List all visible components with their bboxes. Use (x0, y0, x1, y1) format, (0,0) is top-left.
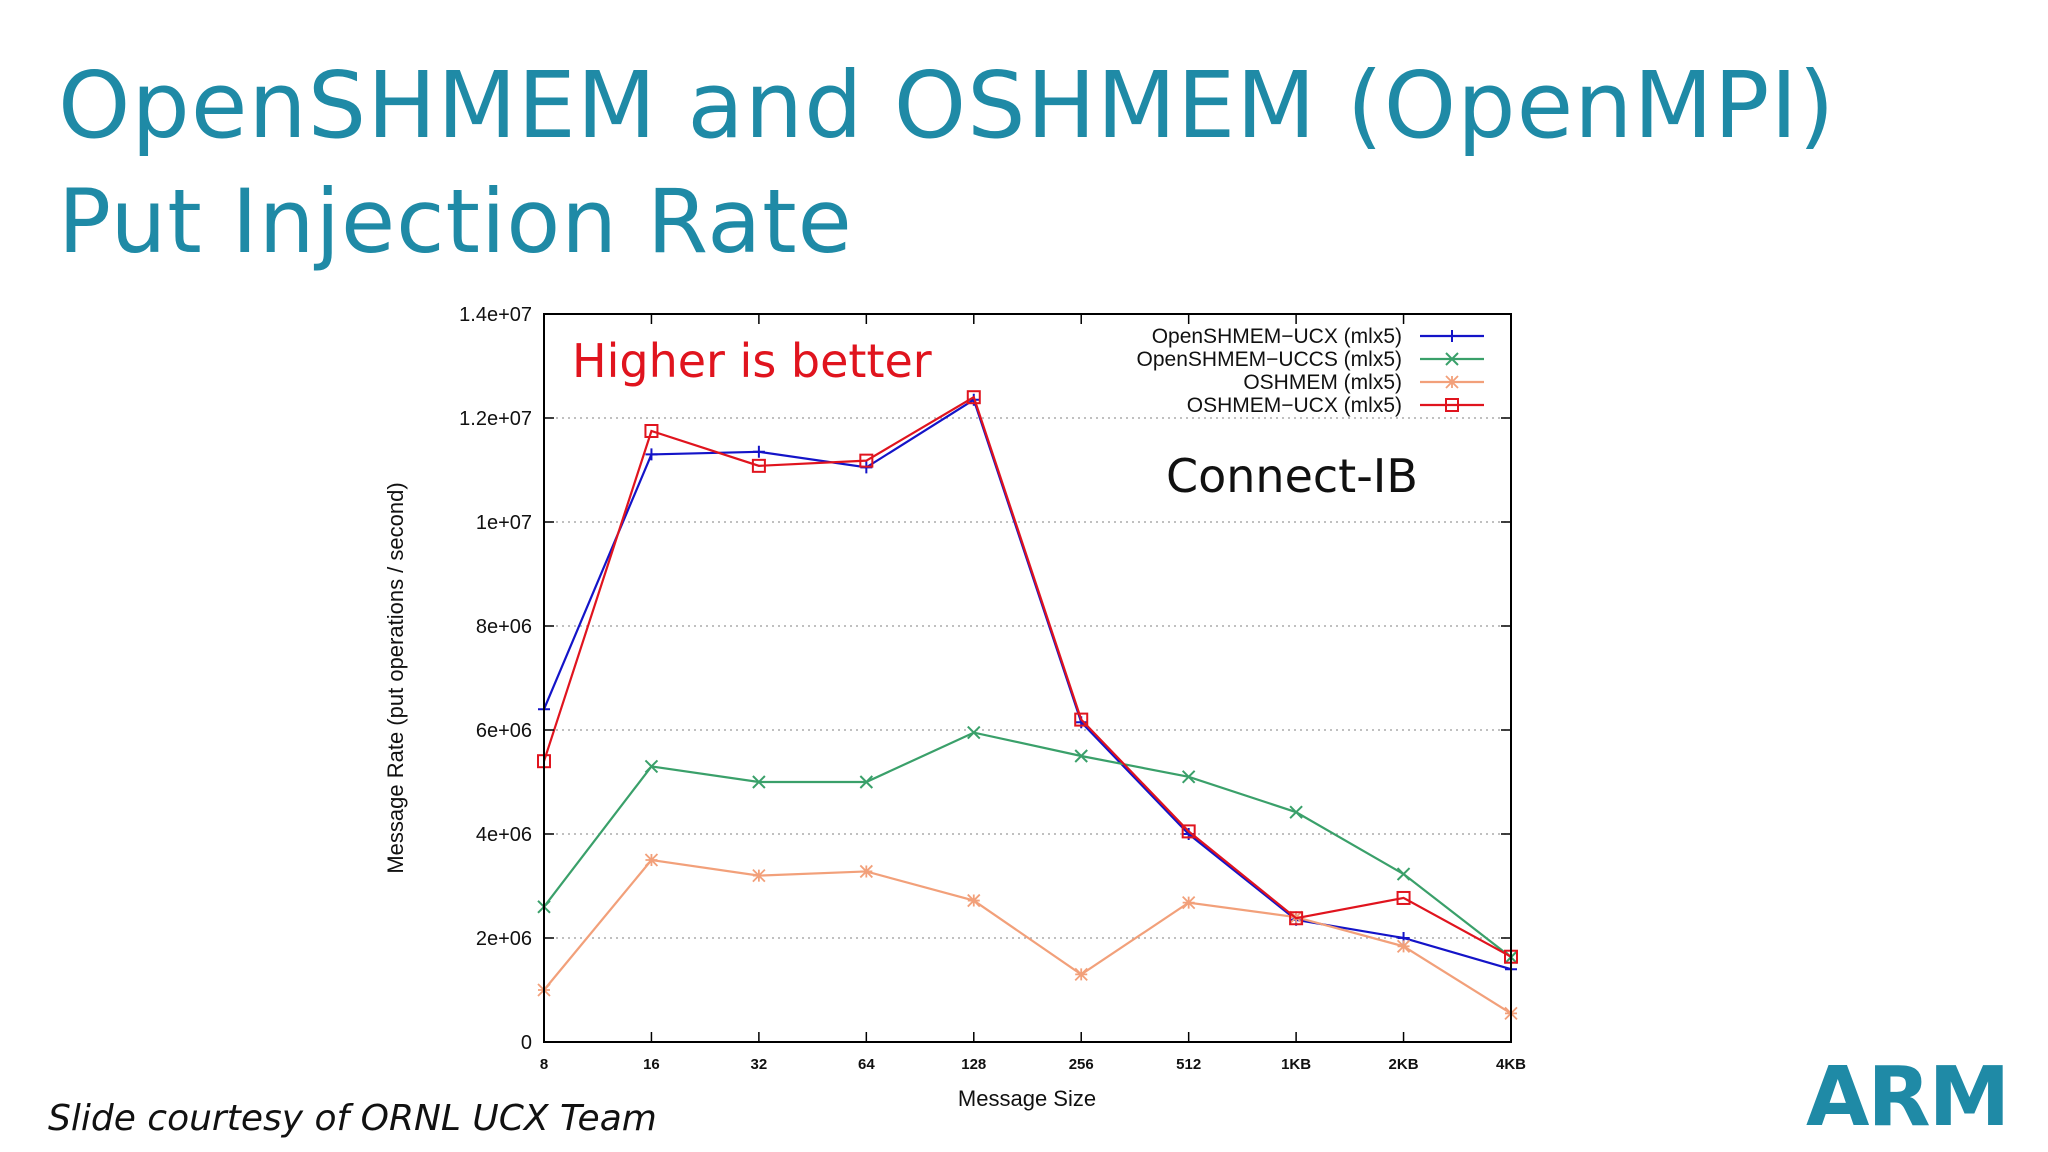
data-point (644, 759, 659, 774)
data-point (1074, 967, 1088, 982)
legend-label: OSHMEM (mlx5) (1243, 371, 1402, 394)
series-line (543, 858, 1512, 1015)
data-point (859, 775, 874, 789)
data-point (1289, 805, 1303, 819)
data-point (967, 725, 981, 740)
y-tick-label: 1.4e+07 (459, 304, 532, 326)
x-tick-label: 16 (643, 1056, 660, 1073)
x-axis-label: Message Size (958, 1086, 1096, 1111)
data-point (1396, 890, 1411, 905)
x-tick-label: 512 (1176, 1056, 1201, 1073)
data-point (1181, 824, 1196, 839)
y-tick-label: 1e+07 (476, 512, 532, 534)
arm-logo: ARM (1806, 1050, 2010, 1145)
data-point (645, 448, 658, 461)
y-tick-label: 0 (521, 1032, 532, 1054)
series-2 (537, 725, 1518, 964)
data-point (966, 390, 981, 405)
x-tick-label: 4KB (1496, 1056, 1526, 1073)
annotation-higher-is-better: Higher is better (572, 334, 932, 388)
data-point (752, 868, 766, 883)
data-point (1396, 867, 1411, 881)
slide-title-line1: OpenSHMEM and OSHMEM (OpenMPI) (58, 52, 1836, 159)
series-3 (537, 853, 1518, 1021)
x-tick-label: 8 (540, 1056, 548, 1073)
data-point (1396, 939, 1411, 953)
legend-label: OpenSHMEM−UCX (mlx5) (1152, 325, 1402, 348)
data-point (859, 453, 874, 468)
slide-title-line2: Put Injection Rate (58, 170, 853, 273)
data-point (967, 893, 981, 908)
legend-marker (1446, 330, 1458, 342)
x-tick-label: 1KB (1281, 1056, 1311, 1073)
y-tick-label: 8e+06 (476, 616, 532, 638)
x-tick-label: 256 (1069, 1056, 1094, 1073)
legend-label: OSHMEM−UCX (mlx5) (1187, 394, 1402, 417)
data-point (644, 424, 659, 438)
data-point (751, 458, 766, 473)
gridlines (544, 417, 1511, 939)
chart-series (537, 390, 1518, 1021)
data-point (644, 853, 659, 867)
data-point (752, 775, 766, 789)
slide-courtesy-note: Slide courtesy of ORNL UCX Team (48, 1098, 657, 1139)
series-line (543, 731, 1512, 959)
legend-label: OpenSHMEM−UCCS (mlx5) (1137, 348, 1402, 371)
x-tick-label: 2KB (1389, 1056, 1419, 1073)
data-point (859, 864, 873, 879)
y-tick-label: 1.2e+07 (459, 408, 532, 430)
data-point (1289, 911, 1304, 926)
y-tick-label: 2e+06 (476, 928, 532, 950)
x-tick-label: 128 (961, 1056, 986, 1073)
legend-marker (1445, 398, 1459, 412)
series-line (542, 395, 1512, 958)
data-point (752, 445, 765, 458)
data-point (1181, 770, 1196, 784)
x-tick-label: 32 (751, 1056, 768, 1073)
data-point (1074, 712, 1089, 727)
plot-frame (543, 313, 1512, 1043)
y-tick-label: 4e+06 (476, 824, 532, 846)
legend-marker (1445, 352, 1459, 366)
legend-marker (1445, 375, 1459, 389)
axes: 0 2e+06 4e+06 6e+06 8e+06 1e+07 1.2e+07 1.4e+07… (459, 304, 1526, 1073)
series-4 (537, 390, 1518, 964)
legend: OpenSHMEM−UCX (mlx5)OpenSHMEM−UCCS (mlx5… (1137, 325, 1484, 417)
x-tick-label: 64 (858, 1056, 875, 1073)
data-point (1074, 749, 1088, 763)
y-tick-label: 6e+06 (476, 720, 532, 742)
annotation-connect-ib: Connect-IB (1166, 449, 1418, 503)
data-point (1182, 896, 1196, 910)
y-axis-label: Message Rate (put operations / second) (383, 482, 408, 873)
